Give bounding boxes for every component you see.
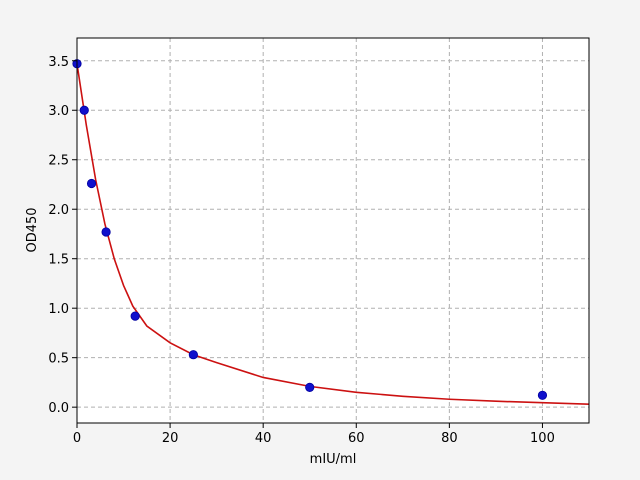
- x-tick-label: 80: [441, 431, 458, 446]
- y-tick-label: 1.5: [48, 253, 69, 268]
- data-point: [79, 105, 89, 115]
- y-axis-label: OD450: [25, 207, 40, 252]
- y-tick-label: 0.5: [48, 352, 69, 367]
- data-point: [188, 350, 198, 360]
- y-tick-label: 1.0: [48, 302, 69, 317]
- y-tick-label: 3.0: [48, 104, 69, 119]
- x-tick-label: 100: [530, 431, 555, 446]
- x-tick-label: 20: [162, 431, 179, 446]
- data-point: [537, 390, 548, 400]
- data-point: [86, 178, 97, 189]
- y-tick-label: 2.0: [48, 203, 69, 218]
- x-axis-label: mIU/ml: [310, 452, 357, 467]
- x-tick-label: 0: [73, 431, 81, 446]
- data-point: [101, 227, 111, 237]
- y-tick-label: 3.5: [48, 55, 69, 70]
- data-point: [305, 382, 315, 392]
- data-point: [130, 311, 140, 321]
- axes-frame: [76, 37, 590, 424]
- y-tick-label: 0.0: [48, 401, 69, 416]
- x-tick-label: 60: [348, 431, 365, 446]
- plot-area: [77, 38, 589, 423]
- x-tick-label: 40: [255, 431, 272, 446]
- y-tick-label: 2.5: [48, 154, 69, 169]
